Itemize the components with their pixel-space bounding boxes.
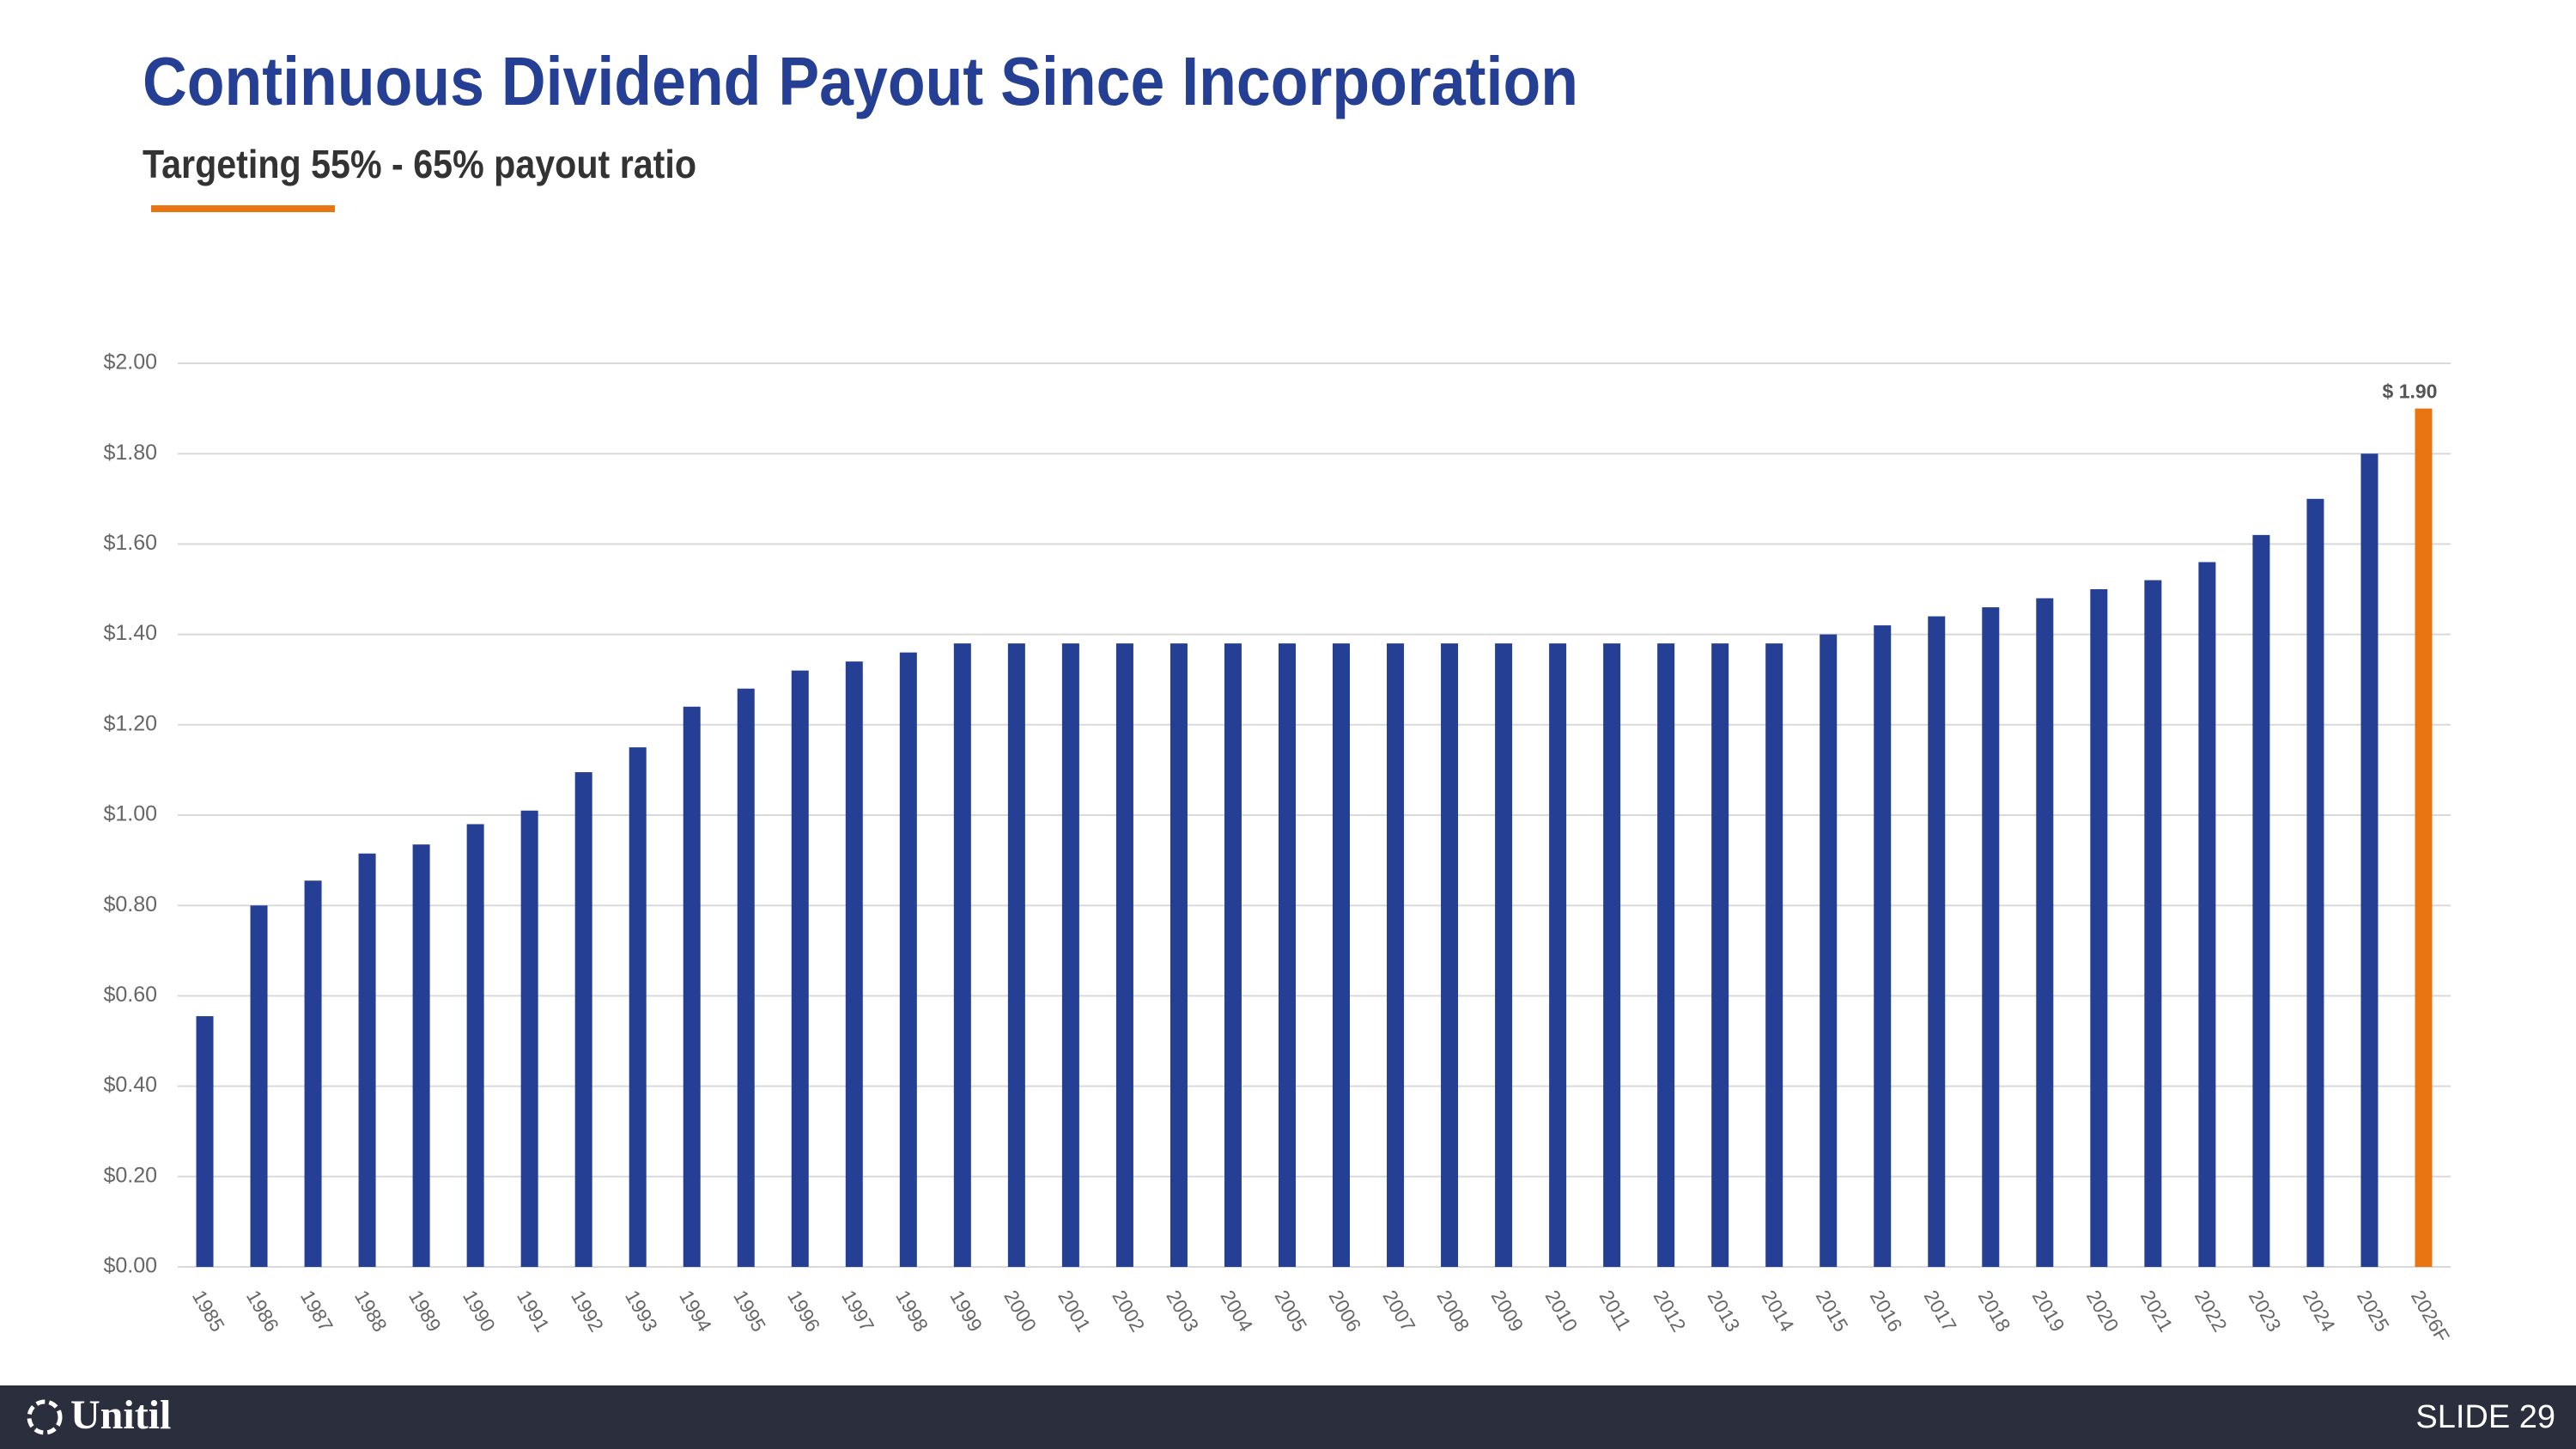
bar bbox=[2252, 534, 2270, 1267]
bar bbox=[1603, 643, 1621, 1267]
bar bbox=[1333, 643, 1351, 1267]
bar bbox=[1874, 625, 1892, 1267]
bar bbox=[1387, 643, 1405, 1267]
y-tick-label: $1.80 bbox=[103, 441, 157, 465]
subtitle: Targeting 55% - 65% payout ratio bbox=[143, 142, 696, 186]
bar bbox=[1820, 634, 1838, 1267]
bar bbox=[1495, 643, 1513, 1267]
bar bbox=[791, 670, 809, 1267]
bar bbox=[574, 772, 592, 1267]
bar bbox=[683, 706, 701, 1267]
y-tick-label: $0.60 bbox=[103, 983, 157, 1007]
bar bbox=[250, 905, 268, 1267]
logo: Unitil bbox=[70, 1392, 171, 1438]
bar bbox=[466, 824, 484, 1267]
bar bbox=[358, 853, 376, 1267]
bar bbox=[412, 844, 430, 1267]
bar bbox=[1224, 643, 1242, 1267]
bar bbox=[1928, 616, 1946, 1267]
bar bbox=[1711, 643, 1729, 1267]
bar bbox=[1982, 607, 2000, 1267]
bar bbox=[1657, 643, 1675, 1267]
bar bbox=[1549, 643, 1567, 1267]
bar bbox=[1278, 643, 1296, 1267]
bar bbox=[2198, 562, 2216, 1267]
y-tick-label: $1.40 bbox=[103, 621, 157, 645]
bar bbox=[2415, 408, 2433, 1268]
y-tick-label: $0.40 bbox=[103, 1073, 157, 1097]
title: Continuous Dividend Payout Since Incorpo… bbox=[143, 43, 1578, 119]
bar bbox=[2144, 580, 2162, 1267]
bar bbox=[2306, 498, 2324, 1267]
bar bbox=[1765, 643, 1783, 1267]
bar bbox=[737, 688, 755, 1267]
y-tick-label: $2.00 bbox=[103, 350, 157, 374]
bar bbox=[304, 880, 322, 1267]
bar bbox=[953, 643, 971, 1267]
y-tick-label: $1.20 bbox=[103, 711, 157, 735]
bar bbox=[520, 810, 538, 1267]
logo-icon bbox=[27, 1399, 63, 1435]
bar bbox=[845, 661, 863, 1267]
bar bbox=[2090, 589, 2108, 1267]
y-tick-label: $0.20 bbox=[103, 1163, 157, 1187]
bar bbox=[2036, 598, 2054, 1267]
y-tick-label: $0.00 bbox=[103, 1254, 157, 1278]
footer-bar bbox=[0, 1385, 2576, 1449]
accent-line bbox=[151, 205, 335, 212]
bar bbox=[2360, 454, 2379, 1267]
bar bbox=[1170, 643, 1188, 1267]
bar bbox=[1061, 643, 1079, 1267]
y-tick-label: $0.80 bbox=[103, 892, 157, 916]
bar bbox=[1441, 643, 1459, 1267]
value-label: $ 1.90 bbox=[2383, 381, 2438, 403]
y-tick-label: $1.60 bbox=[103, 531, 157, 555]
bar bbox=[1007, 643, 1025, 1267]
bar bbox=[1115, 643, 1133, 1267]
plot: $0.00 $0.20 $0.40 $0.60 $0.80 $1.00 $1.20 $1.40… bbox=[103, 350, 2454, 1346]
slide-number: SLIDE 29 bbox=[2415, 1399, 2555, 1435]
y-tick-label: $1.00 bbox=[103, 802, 157, 826]
bar bbox=[899, 652, 917, 1267]
bar bbox=[629, 747, 647, 1267]
bar bbox=[196, 1016, 214, 1267]
